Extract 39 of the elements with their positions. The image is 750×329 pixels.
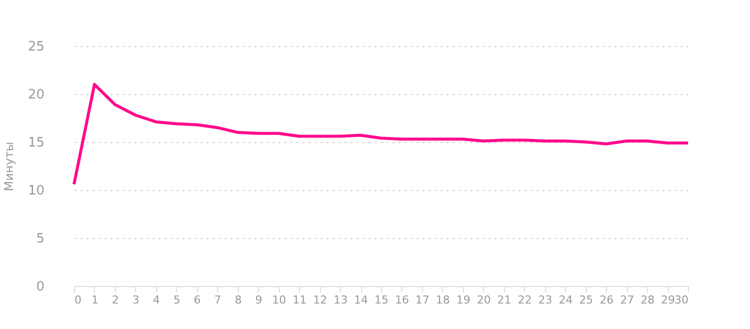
x-tick-label: 3 [132,294,140,306]
x-tick-label: 26 [600,294,614,306]
x-tick-label: 7 [214,294,222,306]
x-tick-label: 8 [234,294,242,306]
line-series [72,82,690,186]
x-tick-label: 22 [518,294,532,306]
x-tick-label: 6 [194,294,201,306]
x-tick-label: 28 [640,294,655,306]
x-tick-label: 18 [436,294,450,306]
x-tick-label: 15 [374,294,388,306]
x-tick-label: 5 [173,294,180,306]
x-tick-label: 16 [394,294,409,306]
x-tick-label: 13 [334,294,348,306]
x-tick-label: 27 [620,294,634,306]
x-tick-label: 24 [558,294,573,306]
x-tick-label: 14 [354,294,368,306]
x-tick-label: 25 [579,294,594,306]
x-tick-label: 0 [74,294,82,306]
y-tick-label: 20 [28,88,44,102]
x-tick-label: 23 [538,294,552,306]
y-tick-label: 5 [36,232,44,246]
x-tick-label: 20 [476,294,491,306]
x-tick-label: 29 [661,294,676,306]
x-tick-label: 11 [292,294,307,306]
x-tick-label: 12 [313,294,328,306]
x-tick-label: 1 [91,294,98,306]
y-axis-title: Минуты [2,142,16,192]
y-tick-label: 0 [36,280,44,294]
x-tick-label: 30 [674,294,688,306]
y-tick-label: 15 [28,136,44,150]
y-tick-label: 10 [28,184,44,198]
x-tick-label: 2 [112,294,119,306]
x-tick-label: 9 [255,294,262,306]
x-tick-label: 17 [415,294,430,306]
x-tick-label: 4 [152,294,160,306]
x-tick-label: 19 [456,294,470,306]
y-tick-label: 25 [28,40,44,54]
x-tick-label: 21 [497,294,512,306]
x-tick-label: 10 [272,294,286,306]
